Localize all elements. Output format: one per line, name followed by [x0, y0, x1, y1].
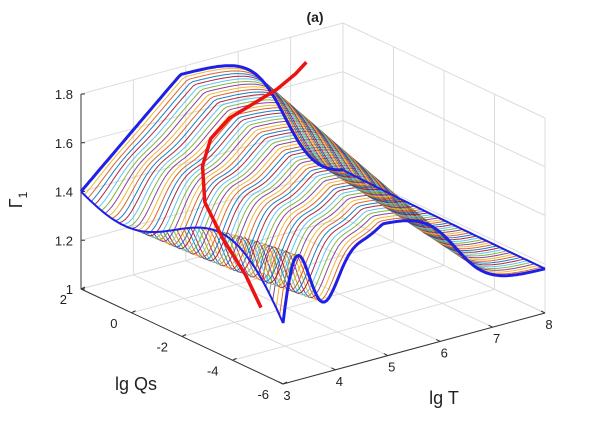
- surface-curve: [90, 73, 354, 202]
- z-tick-label: 1.8: [55, 87, 73, 102]
- grid-line-z: [80, 22, 546, 119]
- surface-curve: [207, 162, 470, 270]
- grid-line-y: [181, 70, 445, 337]
- y-tick-label: -6: [257, 387, 269, 402]
- surface-curve: [94, 75, 357, 206]
- x-tick-label: 3: [283, 388, 290, 403]
- z-tick-label: 1.6: [55, 136, 73, 151]
- z-tick-label: 1: [66, 282, 73, 297]
- x-axis-label: lg T: [429, 388, 459, 408]
- x-axis-line: [282, 312, 546, 385]
- x-tick-mark: [540, 310, 546, 314]
- z-axis-label: Γ1: [6, 191, 30, 208]
- surface-edges: [79, 64, 546, 324]
- chart-title: (a): [306, 9, 323, 25]
- surface-edge-front: [281, 219, 546, 324]
- y-tick-label: -2: [156, 340, 168, 355]
- highlight-curve: [200, 61, 308, 309]
- y-tick-mark: [232, 357, 237, 361]
- x-tick-label: 4: [336, 374, 343, 389]
- x-tick-mark: [383, 353, 389, 357]
- y-tick-mark: [282, 381, 288, 385]
- surface-edge-back: [79, 64, 343, 193]
- surface-curve: [101, 81, 364, 212]
- surface-curve: [104, 83, 368, 214]
- surface-curve: [87, 70, 350, 199]
- y-tick-label: -4: [207, 363, 219, 378]
- x-tick-label: 8: [545, 317, 552, 332]
- x-tick-mark: [488, 324, 493, 328]
- z-tick-label: 1.4: [55, 185, 73, 200]
- grid-line-y: [232, 94, 495, 361]
- x-tick-label: 7: [493, 331, 500, 346]
- surface-curve: [97, 78, 361, 209]
- axes: [80, 93, 546, 385]
- y-tick-label: 2: [60, 292, 67, 307]
- grid-line-y: [80, 23, 344, 290]
- x-tick-mark: [278, 381, 284, 385]
- z-axis-label-main: Γ: [6, 198, 26, 208]
- x-tick-mark: [435, 338, 441, 342]
- y-tick-label: 0: [110, 316, 117, 331]
- y-tick-mark: [131, 310, 136, 314]
- highlight-layer: [200, 61, 308, 309]
- surface-curve: [200, 157, 463, 267]
- surface-curve: [203, 159, 467, 269]
- surface-edge-left: [80, 190, 284, 324]
- grid-line-y: [131, 46, 394, 314]
- grid-line-x: [290, 37, 493, 328]
- svg-text:Γ1: Γ1: [6, 191, 30, 208]
- x-tick-label: 5: [388, 360, 395, 375]
- x-tick-mark: [331, 367, 336, 371]
- surface-edge-right: [342, 169, 546, 270]
- tick-labels: 3 4 5 6 7 8 2 0 -2 -4 -6 1 1.2 1.4 1.6 1.8: [55, 87, 553, 403]
- z-tick-label: 1.2: [55, 233, 73, 248]
- y-axis-label: lg Qs: [115, 374, 157, 394]
- z-axis-label-sub: 1: [16, 191, 30, 198]
- surface-curve: [108, 86, 371, 217]
- x-tick-label: 6: [441, 345, 448, 360]
- y-tick-mark: [181, 334, 187, 337]
